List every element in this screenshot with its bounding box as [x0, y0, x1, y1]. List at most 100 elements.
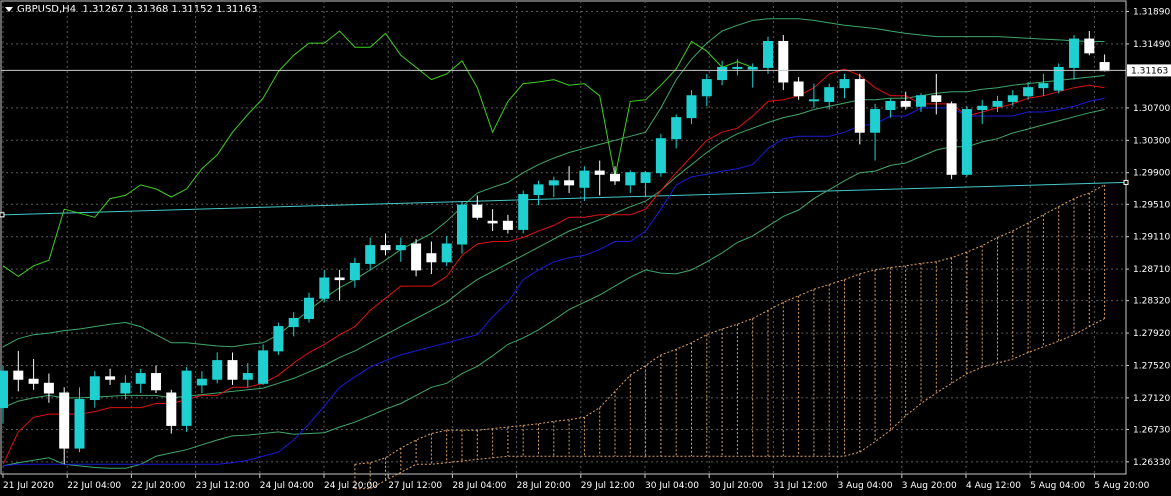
- candle-bull: [640, 172, 651, 183]
- candle-bull: [288, 317, 299, 328]
- x-tick-label: 31 Jul 12:00: [773, 481, 827, 491]
- bollinger-middle: [2, 75, 1105, 409]
- candle-bear: [854, 79, 865, 133]
- x-tick-label: 3 Aug 20:00: [902, 481, 957, 491]
- plot-frame: [0, 0, 1127, 475]
- candle-bull: [763, 40, 773, 68]
- candle-bull: [135, 373, 146, 384]
- candle-bull: [533, 184, 544, 196]
- y-tick-label: 1.30700: [1133, 104, 1170, 114]
- candle-bull: [824, 87, 835, 102]
- candle-bear: [43, 382, 54, 394]
- candle-bear: [610, 173, 620, 182]
- candle-bear: [900, 100, 911, 107]
- x-tick-label: 24 Jul 04:00: [260, 481, 314, 491]
- candle-bull: [273, 326, 284, 352]
- x-tick-label: 5 Aug 04:00: [1030, 481, 1085, 491]
- y-tick-label: 1.26330: [1133, 458, 1170, 468]
- y-tick-label: 1.29900: [1133, 169, 1170, 179]
- candle-bear: [13, 370, 24, 380]
- candle-bull: [89, 376, 100, 400]
- candle-bull: [319, 277, 330, 299]
- candle-bull: [655, 138, 666, 174]
- candle-bear: [793, 81, 804, 97]
- candle-bull: [242, 373, 253, 380]
- candle-bull: [212, 360, 223, 380]
- candle-bull: [961, 109, 972, 175]
- candle-bull: [885, 100, 896, 111]
- x-tick-label: 23 Jul 12:00: [196, 481, 250, 491]
- y-tick-label: 1.26730: [1133, 425, 1170, 435]
- x-tick-label: 4 Aug 12:00: [966, 481, 1021, 491]
- y-tick-label: 1.28320: [1133, 297, 1170, 307]
- candle-bear: [59, 392, 70, 449]
- candle-bull: [992, 100, 1003, 107]
- senkou-span-a: [354, 184, 1105, 465]
- candle-bear: [1084, 38, 1095, 54]
- chikou-span: [2, 30, 753, 278]
- trendline-handle-left: [0, 212, 5, 218]
- candle-bear: [472, 204, 483, 218]
- grid: [0, 0, 1127, 475]
- x-tick-label: 22 Jul 20:00: [131, 481, 185, 491]
- candle-bull: [839, 79, 850, 89]
- y-tick-label: 1.28710: [1133, 265, 1170, 275]
- x-tick-label: 30 Jul 20:00: [709, 481, 763, 491]
- bollinger-lower: [2, 109, 1105, 469]
- x-tick-label: 22 Jul 04:00: [67, 481, 121, 491]
- candle-bull: [1053, 66, 1064, 91]
- candle-bull: [747, 66, 758, 70]
- trendline-handle-right: [1123, 179, 1129, 185]
- ichimoku-cloud: [354, 184, 1106, 489]
- candle-bear: [411, 243, 422, 271]
- x-tick-label: 27 Jul 12:00: [388, 481, 442, 491]
- chart-menu-arrow-icon[interactable]: [5, 7, 13, 12]
- candle-bear: [28, 378, 39, 384]
- candle-bull: [579, 170, 590, 188]
- axes: 1.31890 1.31490 1.30700 1.30300 1.29900 1.295…: [1, 8, 1171, 491]
- y-tick-label: 1.31490: [1133, 40, 1170, 50]
- trendline: [1, 181, 1127, 216]
- candle-bull: [1069, 38, 1079, 68]
- candle-bull: [977, 105, 988, 111]
- candle-bear: [1099, 62, 1110, 72]
- candle-bull: [808, 99, 819, 102]
- candle-bull: [732, 66, 743, 69]
- candle-bull: [196, 378, 207, 386]
- y-tick-label: 1.27520: [1133, 361, 1170, 371]
- candle-bull: [120, 382, 131, 394]
- chart-header: GBPUSD,H4 1.31267 1.31368 1.31152 1.3116…: [17, 4, 257, 15]
- candle-bull: [686, 95, 697, 119]
- candle-bear: [487, 220, 498, 224]
- candle-bull: [258, 350, 269, 384]
- ohlc-readout: 1.31267 1.31368 1.31152 1.31163: [82, 4, 258, 15]
- candle-bear: [334, 277, 345, 281]
- candle-bear: [931, 95, 942, 102]
- candle-bull: [441, 243, 452, 263]
- candle-bull: [74, 398, 85, 449]
- y-tick-label: 1.29510: [1133, 200, 1170, 210]
- candle-bear: [105, 376, 116, 380]
- candle-bull: [625, 172, 636, 186]
- y-tick-label: 1.29110: [1133, 233, 1170, 243]
- candle-bear: [564, 180, 575, 186]
- bollinger-upper: [2, 18, 1105, 348]
- candle-bull: [518, 194, 529, 230]
- y-tick-label: 1.27920: [1133, 329, 1170, 339]
- candle-bear: [778, 40, 789, 83]
- candle-bull: [671, 117, 682, 140]
- candle-bull: [870, 109, 881, 133]
- x-tick-label: 28 Jul 04:00: [452, 481, 506, 491]
- candle-bull: [701, 79, 712, 97]
- candle-bull: [1023, 87, 1034, 97]
- candle-bull: [717, 66, 728, 81]
- x-tick-label: 5 Aug 20:00: [1094, 481, 1149, 491]
- candle-bear: [151, 373, 161, 391]
- x-tick-label: 24 Jul 20:00: [324, 481, 378, 491]
- senkou-span-b: [354, 318, 1105, 490]
- x-tick-label: 3 Aug 04:00: [838, 481, 893, 491]
- candle-bull: [181, 370, 192, 426]
- x-tick-label: 21 Jul 2020: [3, 481, 54, 491]
- candle-bull: [916, 95, 926, 107]
